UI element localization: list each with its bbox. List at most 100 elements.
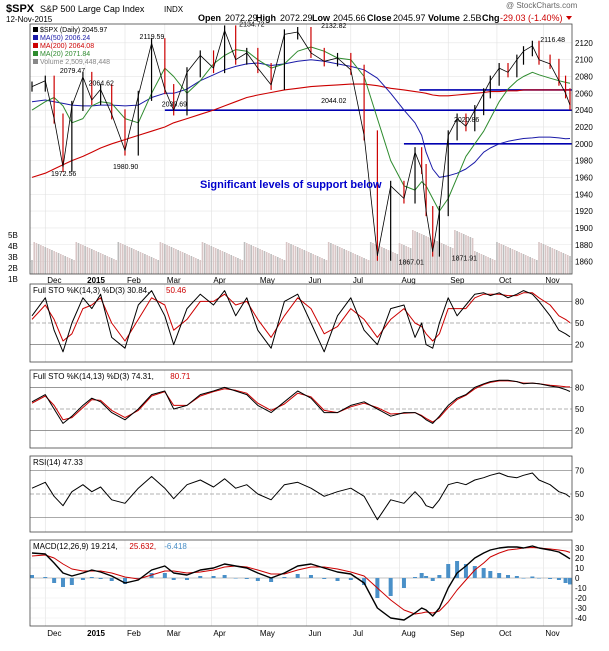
osc-axis-label: 80 [575,297,584,306]
volume-value: 2.5B [463,13,482,23]
volume-bar [529,257,531,274]
volume-bar [135,250,137,274]
price-point-label: 2119.59 [140,34,165,41]
legend-entry: MA(200) 2064.08 [40,43,94,50]
price-axis-label: 1900 [575,224,593,233]
volume-bar [544,245,547,274]
volume-bar [55,252,58,274]
macd-histogram-bar [506,575,511,578]
price-axis-label: 1940 [575,190,593,199]
macd-axis-label: 10 [575,564,584,573]
volume-bar [250,245,252,274]
symbol-label: $SPX [6,3,35,15]
macd-histogram-bar [52,578,57,583]
rsi-title: RSI(14) 47.33 [33,458,83,467]
macd-histogram-bar [463,564,468,578]
macd-line [31,545,571,621]
volume-bar [181,252,184,274]
macd-title: MACD(12,26,9) 19.214, [33,542,118,551]
macd-histogram-bar [472,566,477,578]
volume-bar [237,258,239,274]
volume-bar [104,255,106,274]
volume-bar [473,251,476,274]
volume-bar [168,246,171,274]
volume-bar [325,260,328,274]
macd-signal-line [31,547,571,615]
volume-bar [524,255,527,274]
chg-value: -29.03 (-1.40%) [500,13,563,23]
volume-bar [124,245,126,274]
x-tick-label: Dec [47,276,61,285]
macd-histogram-bar [222,575,227,578]
volume-bar [108,257,111,274]
legend-swatch [33,51,38,56]
panel-frame [29,539,573,627]
volume-bar [323,259,326,274]
volume-bar [509,248,512,274]
volume-bar [201,242,204,274]
volume-bar [188,255,190,274]
volume-axis-label: 5B [8,231,18,240]
volume-bar [500,244,503,274]
volume-bar [44,247,47,274]
volume-bar [296,247,299,274]
volume-bar [443,244,445,274]
volume-bar [310,253,312,274]
volume-bar [347,251,350,274]
volume-bar [46,248,49,274]
volume-bar [170,247,173,274]
volume-bar [146,255,148,274]
volume-bar [363,258,365,274]
volume-bar [372,243,374,274]
macd-histogram-bar [98,578,103,579]
macd-histogram-bar [162,573,167,578]
volume-label: Volume [428,13,460,23]
volume-bar [485,256,487,274]
price-axis-label: 2060 [575,89,593,98]
sto-fast-title: Full STO %K(14,3) %D(3) 30.84, [33,286,149,295]
macd-axis-label: -20 [575,594,587,603]
osc-axis-label: 80 [575,383,584,392]
price-point-label: 1867.01 [399,260,424,267]
volume-bar [434,240,436,274]
volume-bar [150,257,153,274]
volume-bar [520,253,523,274]
volume-bar [97,252,100,274]
x-tick-label: Feb [127,276,141,285]
x-tick-label: Apr [213,629,226,638]
volume-bar [88,248,91,274]
volume-bar [82,245,84,274]
volume-axis-label: 3B [8,253,18,262]
volume-bar [243,242,246,274]
macd-hist-value: -6.418 [164,542,187,551]
volume-bar [117,242,120,274]
macd-histogram-bar [419,573,424,578]
volume-bar [130,248,133,274]
volume-bar [551,248,554,274]
x-tick-label: Oct [499,629,512,638]
volume-bar [62,255,64,274]
volume-bar [57,253,60,274]
volume-bar [257,248,259,274]
legend-entry: $SPX (Daily) 2045.97 [40,27,107,34]
volume-bar [183,253,186,274]
volume-bar [272,255,275,274]
price-axis-label: 2100 [575,56,593,65]
volume-bar [307,252,310,274]
price-axis-label: 1920 [575,207,593,216]
volume-bar [487,257,489,274]
price-point-label: 2064.62 [89,80,114,87]
watermark: @ StockCharts.com [506,1,578,10]
volume-bar [217,249,219,274]
full-sto-fast-panel: 20 50 80 Full STO %K(14,3) %D(3) 30.84, 50.4… [29,283,584,363]
volume-bar [445,245,447,274]
volume-bar [164,244,166,274]
volume-bar [126,246,129,274]
macd-histogram-bar [537,578,542,579]
volume-bar [305,251,308,274]
volume-bar [522,254,525,274]
osc-axis-label: 50 [575,490,584,499]
macd-histogram-bar [198,576,203,578]
volume-bar [234,257,237,274]
macd-histogram-bar [437,575,442,578]
